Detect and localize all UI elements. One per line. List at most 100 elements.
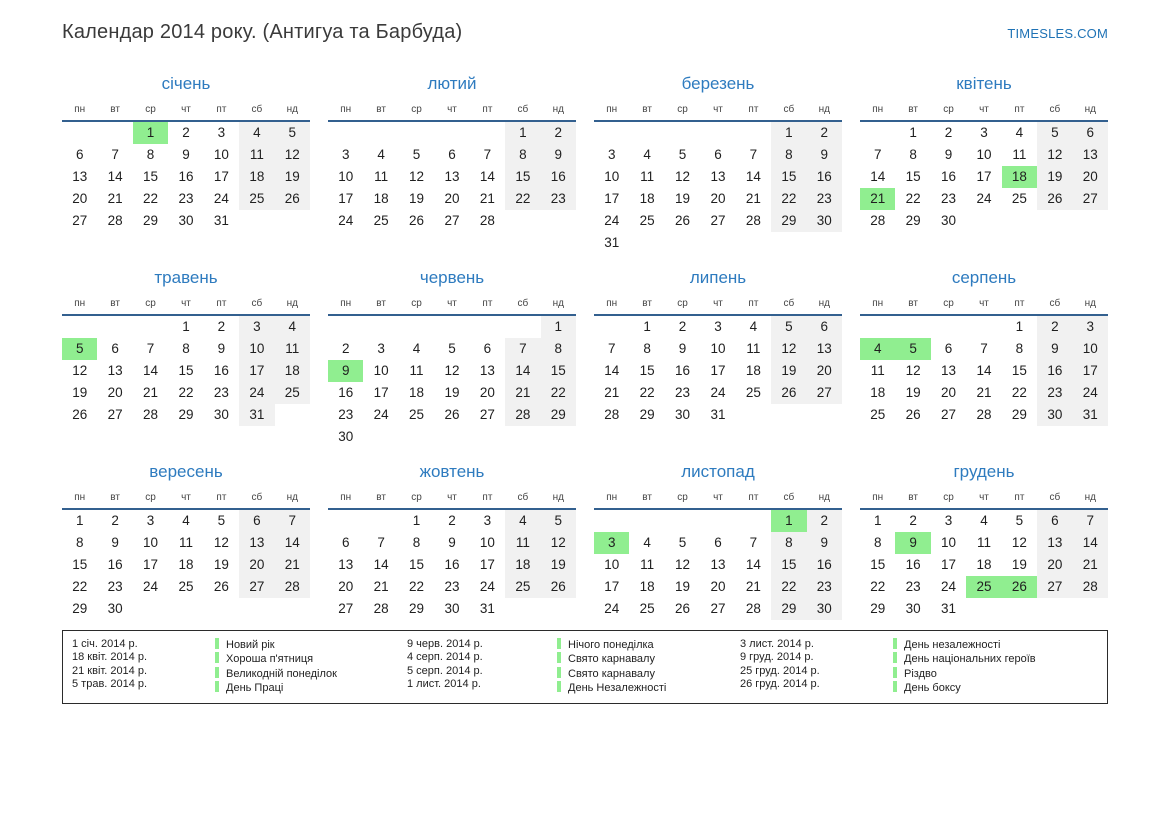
day-cell: 9 xyxy=(678,341,687,356)
empty-day-cell xyxy=(629,510,664,532)
month-title: березень xyxy=(681,74,755,93)
day-cell: 3 xyxy=(239,316,275,338)
day-cell: 15 xyxy=(771,166,807,188)
day-cell: 19 xyxy=(409,191,425,206)
day-cell: 7 xyxy=(505,338,541,360)
day-cell: 27 xyxy=(72,213,88,228)
day-cell: 3 xyxy=(483,513,492,528)
day-cell: 22 xyxy=(639,385,655,400)
legend-holiday: День незалежності xyxy=(893,638,1101,652)
empty-day-cell xyxy=(736,122,771,144)
day-cell: 29 xyxy=(540,404,576,426)
day-cell: 18 xyxy=(373,191,389,206)
day-cell: 21 xyxy=(976,385,992,400)
day-cell: 6 xyxy=(806,316,842,338)
day-cell: 22 xyxy=(905,191,921,206)
site-link[interactable]: TIMESLES.COM xyxy=(1007,26,1108,41)
holiday-marker xyxy=(557,652,561,664)
day-cell: 28 xyxy=(505,404,541,426)
empty-day-cell xyxy=(363,316,398,338)
weekday-label: ср xyxy=(398,296,435,316)
day-cell: 7 xyxy=(111,147,119,162)
day-cell: 5 xyxy=(1015,513,1024,528)
empty-day-cell xyxy=(399,316,434,338)
day-cell: 15 xyxy=(905,169,921,184)
empty-day-cell xyxy=(594,316,629,338)
day-cell: 14 xyxy=(107,169,123,184)
empty-day-cell xyxy=(328,510,363,532)
day-cell: 25 xyxy=(639,601,655,616)
day-cell: 22 xyxy=(1011,385,1027,400)
day-cell: 8 xyxy=(771,532,807,554)
weekday-label: вт xyxy=(363,296,399,316)
empty-day-cell xyxy=(434,316,469,338)
day-cell: 7 xyxy=(146,341,155,356)
weekday-label: ср xyxy=(398,102,435,122)
day-cell: 1 xyxy=(1015,319,1024,334)
legend-date: 1 січ. 2014 р. xyxy=(72,638,138,650)
weekday-label: чт xyxy=(966,296,1002,316)
day-cell: 16 xyxy=(941,169,957,184)
weekday-label: пт xyxy=(1001,296,1038,316)
day-cell: 10 xyxy=(604,557,620,572)
day-cell: 7 xyxy=(873,147,882,162)
holiday-day-cell: 9 xyxy=(895,532,931,554)
day-cell: 7 xyxy=(749,535,758,550)
day-cell: 9 xyxy=(182,147,190,162)
weekday-label: вт xyxy=(629,490,665,510)
legend-holiday-name: Свято карнавалу xyxy=(568,653,655,666)
weekday-label: ср xyxy=(398,490,435,510)
day-cell: 28 xyxy=(604,407,620,422)
holiday-marker xyxy=(893,638,897,649)
month-march: березень пн вт ср чт пт сб нд 1 2 3 4 5 6 7 8 9 10 11 12 13 1… xyxy=(594,74,842,268)
day-cell: 12 xyxy=(675,557,691,572)
weekday-label: пт xyxy=(735,102,772,122)
month-day-grid: пн вт ср чт пт сб нд 1 2 3 4 5 6 7 8 9 10 11 12 13 14 15 16 17 1… xyxy=(62,102,310,232)
day-cell: 1 xyxy=(540,316,576,338)
day-cell: 5 xyxy=(678,535,687,550)
day-cell: 6 xyxy=(1037,510,1073,532)
weekday-label: нд xyxy=(540,490,576,510)
legend-holiday-name: День боксу xyxy=(904,682,961,695)
day-cell: 20 xyxy=(710,191,726,206)
day-cell: 26 xyxy=(675,213,691,228)
day-cell: 17 xyxy=(143,557,159,572)
day-cell: 19 xyxy=(274,166,310,188)
weekday-label: пн xyxy=(860,296,896,316)
legend-date: 4 серп. 2014 р. xyxy=(407,651,483,664)
weekday-label: сб xyxy=(771,296,807,316)
day-cell: 14 xyxy=(745,557,761,572)
day-cell: 19 xyxy=(1011,557,1027,572)
weekday-label: пт xyxy=(203,296,240,316)
weekday-label: сб xyxy=(505,490,541,510)
day-cell: 23 xyxy=(941,191,957,206)
weekday-label: пт xyxy=(469,102,506,122)
day-cell: 15 xyxy=(505,166,541,188)
day-cell: 1 xyxy=(75,513,84,528)
month-title: жовтень xyxy=(419,462,485,481)
weekday-label: вт xyxy=(97,102,133,122)
day-cell: 12 xyxy=(771,338,807,360)
day-cell: 11 xyxy=(239,144,275,166)
legend-holiday-name: День Праці xyxy=(226,682,284,695)
day-cell: 28 xyxy=(870,213,886,228)
weekday-label: сб xyxy=(1037,102,1073,122)
month-title: листопад xyxy=(681,462,755,481)
day-cell: 9 xyxy=(944,147,953,162)
day-cell: 13 xyxy=(941,363,957,378)
day-cell: 24 xyxy=(604,601,620,616)
weekday-label: вт xyxy=(97,490,133,510)
day-cell: 5 xyxy=(217,513,226,528)
legend-holiday-name: Свято карнавалу xyxy=(568,667,655,680)
day-cell: 9 xyxy=(806,532,842,554)
weekday-label: нд xyxy=(1072,102,1108,122)
day-cell: 29 xyxy=(639,407,655,422)
day-cell: 23 xyxy=(1037,382,1073,404)
day-cell: 30 xyxy=(338,429,354,444)
empty-day-cell xyxy=(275,210,310,232)
holiday-day-cell: 26 xyxy=(1001,576,1038,598)
empty-day-cell xyxy=(700,510,735,532)
empty-day-cell xyxy=(97,316,132,338)
day-cell: 10 xyxy=(338,169,354,184)
day-cell: 29 xyxy=(771,210,807,232)
